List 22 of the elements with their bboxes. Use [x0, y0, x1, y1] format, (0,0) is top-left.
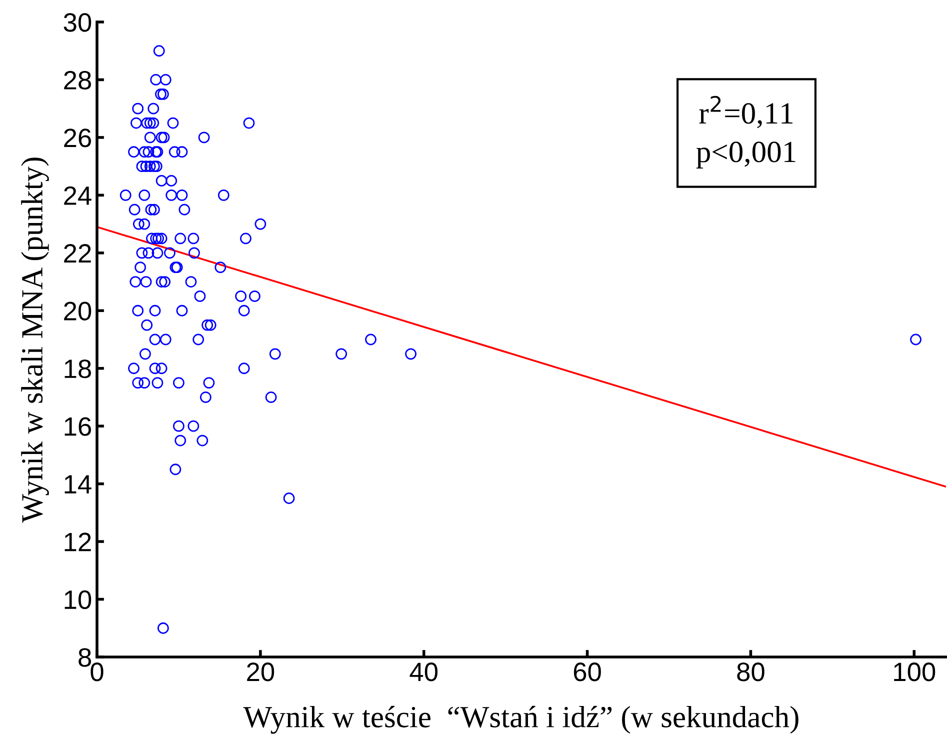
- x-axis-title: Wynik w teście “Wstań i idź” (w sekundach): [243, 706, 798, 734]
- x-tick-label: 60: [574, 662, 601, 682]
- y-tick-label: 20: [64, 302, 92, 320]
- annotation: r$^{2}$=0,11: [699, 96, 792, 128]
- y-tick-label: 8: [78, 648, 91, 667]
- y-tick-label: 10: [64, 590, 92, 610]
- y-axis-title: Wynik w skali MNA (punkty): [21, 158, 49, 523]
- annotation: p<0,001: [696, 142, 796, 169]
- y-tick-label: 22: [64, 244, 91, 262]
- x-tick-label: 20: [247, 662, 274, 682]
- y-tick-label: 30: [64, 13, 92, 32]
- y-tick-label: 26: [64, 128, 91, 148]
- y-tick-label: 18: [64, 360, 91, 378]
- y-tick-label: 16: [64, 417, 91, 436]
- x-tick-label: 40: [410, 662, 438, 682]
- x-tick-label: 0: [90, 662, 104, 682]
- x-tick-label: 80: [737, 662, 764, 682]
- y-tick-label: 28: [64, 70, 91, 90]
- y-tick-label: 12: [64, 532, 91, 552]
- y-tick-label: 24: [64, 186, 92, 205]
- x-tick-label: 100: [894, 662, 936, 682]
- y-tick-label: 14: [64, 475, 92, 494]
